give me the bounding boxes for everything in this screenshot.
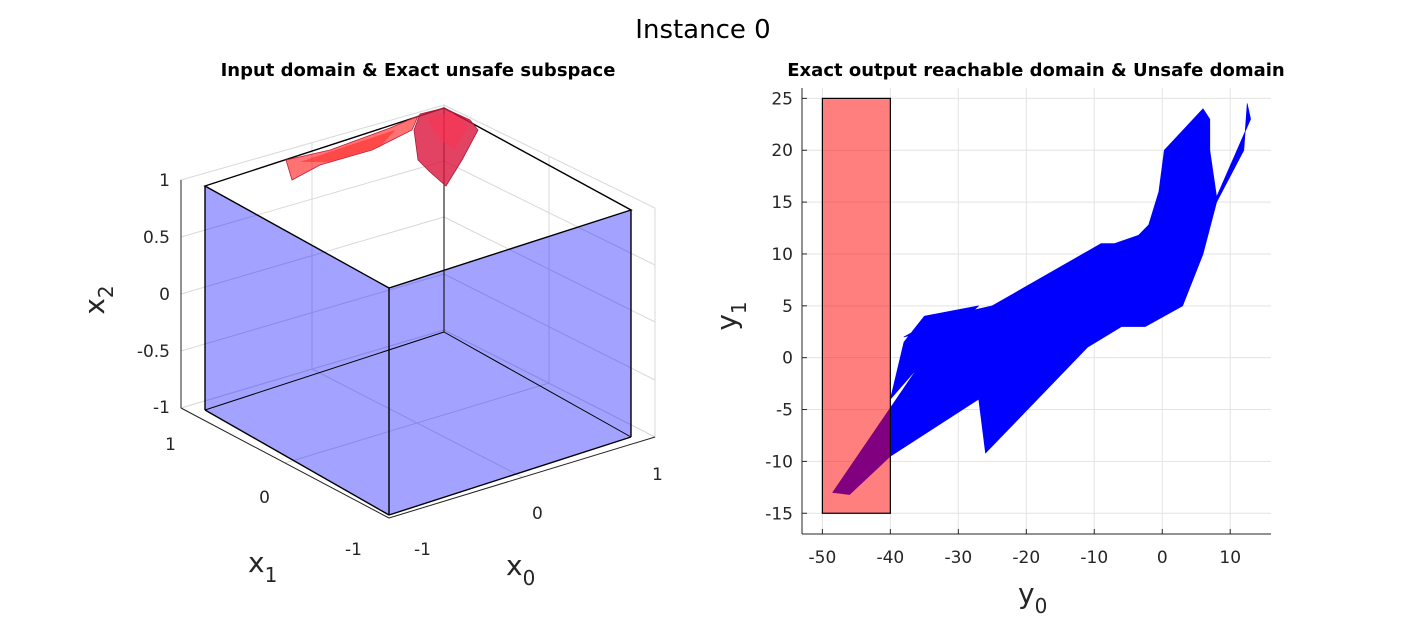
x2-axis-label: x2 [78, 285, 118, 314]
z-tick-label: 0.5 [143, 228, 170, 248]
input-domain-3d-axes: Input domain & Exact unsafe subspace [78, 60, 663, 590]
x1-tick-label: 0 [259, 488, 270, 508]
x-tick-label: 10 [1219, 548, 1241, 568]
x-tick-label: -20 [1012, 548, 1040, 568]
x0-tick-label: -1 [414, 540, 431, 560]
unsafe-domain-rectangle [821, 97, 891, 514]
cube-face-front-right [389, 210, 631, 515]
y-tick-label: -10 [765, 452, 793, 472]
right-chart-title: Exact output reachable domain & Unsafe d… [787, 60, 1284, 81]
3d-grid [179, 104, 657, 519]
y-tick-label: 25 [771, 89, 793, 109]
x1-axis-label: x1 [248, 546, 277, 587]
x-tick-label: -30 [944, 548, 972, 568]
z-tick-label: -1 [153, 398, 170, 418]
x0-tick-label: 1 [652, 465, 663, 485]
unsafe-polytope [426, 112, 468, 150]
reachable-domain-polygon [832, 103, 1251, 495]
z-axis-ticks: 1 0.5 0 -0.5 -1 [137, 171, 170, 418]
x0-axis-ticks: -1 0 1 [414, 465, 663, 560]
y-tick-label: 5 [782, 297, 793, 317]
plot-marks [821, 97, 1251, 514]
axis-lines [801, 88, 1271, 535]
y-tick-label: 0 [782, 349, 793, 369]
x1-tick-label: 1 [165, 435, 176, 455]
x0-axis-label: x0 [506, 549, 535, 590]
y-tick-label: 15 [771, 193, 793, 213]
x-tick-label: -10 [1080, 548, 1108, 568]
y-tick-label: 10 [771, 245, 793, 265]
cube-face-front-left [205, 186, 389, 515]
y-tick-label: 20 [771, 141, 793, 161]
y1-axis-label: y1 [710, 301, 751, 330]
figure-title: Instance 0 [635, 15, 770, 45]
left-chart-title: Input domain & Exact unsafe subspace [221, 60, 616, 81]
y-tick-label: -5 [776, 401, 793, 421]
x1-axis-ticks: 1 0 -1 [165, 435, 362, 560]
input-domain-cube [203, 107, 633, 516]
z-tick-label: 0 [159, 285, 170, 305]
z-tick-label: 1 [159, 171, 170, 191]
x-tick-label: 0 [1157, 548, 1168, 568]
svg-text:x2: x2 [78, 285, 118, 314]
unsafe-polytope [300, 130, 395, 162]
output-domain-axes: Exact output reachable domain & Unsafe d… [710, 60, 1285, 618]
svg-text:y1: y1 [710, 301, 751, 330]
x-tick-label: -40 [876, 548, 904, 568]
unsafe-subspace-polytopes [285, 107, 479, 187]
3d-axis-lines [180, 180, 656, 519]
x1-tick-label: -1 [345, 540, 362, 560]
x-tick-label: -50 [809, 548, 837, 568]
x0-tick-label: 0 [532, 504, 543, 524]
z-tick-label: -0.5 [137, 342, 170, 362]
y-tick-label: -15 [765, 504, 793, 524]
y0-axis-label: y0 [1018, 577, 1047, 618]
